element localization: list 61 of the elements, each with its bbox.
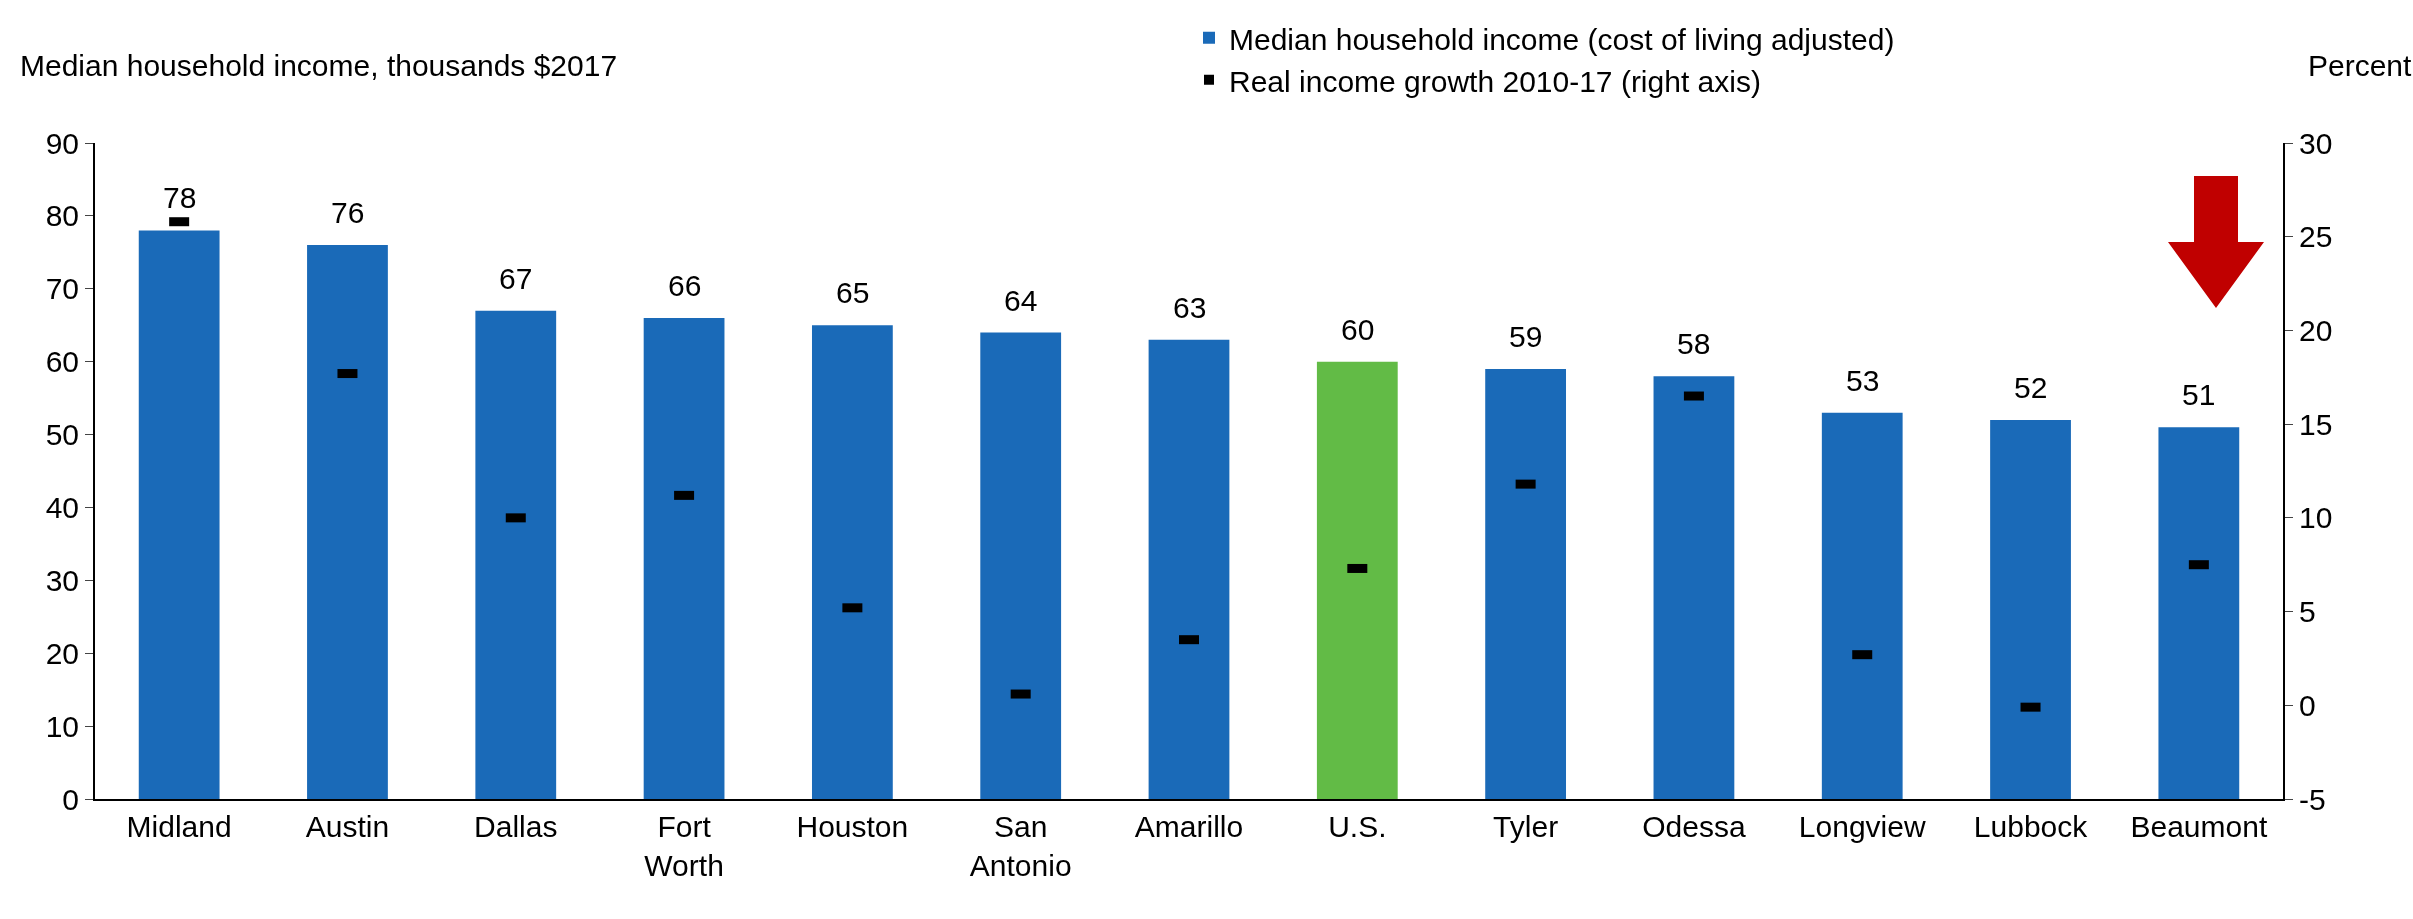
bar xyxy=(2158,427,2240,799)
y2-tick-label: 0 xyxy=(2299,688,2316,722)
data-label: 51 xyxy=(2182,378,2216,411)
data-label: 53 xyxy=(1846,364,1880,397)
data-label: 63 xyxy=(1173,291,1207,324)
y-tick-label: 0 xyxy=(62,782,79,816)
data-label: 67 xyxy=(499,262,533,295)
y-axis-title: Median household income, thousands $2017 xyxy=(20,49,618,82)
y-tick-label: 40 xyxy=(45,490,79,524)
y-tick-label: 20 xyxy=(45,636,79,670)
y-tick-label: 70 xyxy=(45,272,79,306)
y2-axis-title: Percent xyxy=(2308,49,2413,82)
bar xyxy=(643,317,725,799)
bar xyxy=(1653,376,1735,799)
data-label: 59 xyxy=(1509,320,1543,353)
y-tick-label: 60 xyxy=(45,345,79,379)
bar xyxy=(1485,368,1567,799)
x-tick-label: Austin xyxy=(305,810,390,843)
bar xyxy=(475,310,557,799)
x-tick-label: Houston xyxy=(796,810,909,843)
data-label: 60 xyxy=(1341,313,1375,346)
y-tick-label: 10 xyxy=(45,709,79,743)
y-tick-label: 30 xyxy=(45,563,79,597)
bar xyxy=(1990,419,2071,799)
bar xyxy=(1316,361,1398,799)
x-tick-label: Lubbock xyxy=(1973,810,2089,843)
y2-tick-label: 15 xyxy=(2299,407,2333,441)
x-tick-label: Midland xyxy=(126,810,232,843)
legend-label: Median household income (cost of living adjusted) xyxy=(1229,22,1895,56)
y2-tick-label: 25 xyxy=(2299,220,2333,254)
y2-tick-label: 30 xyxy=(2299,126,2333,160)
x-tick-label: Amarillo xyxy=(1134,810,1244,843)
y2-tick-label: 5 xyxy=(2299,595,2316,629)
x-tick-label: Fort Worth xyxy=(644,810,724,882)
bar xyxy=(811,325,893,799)
data-label: 64 xyxy=(1004,284,1038,317)
y2-tick-label: 20 xyxy=(2299,313,2333,347)
x-tick-label: Tyler xyxy=(1493,810,1559,843)
x-tick-label: Odessa xyxy=(1642,810,1746,843)
data-label: 58 xyxy=(1677,327,1711,360)
y-tick-label: 80 xyxy=(45,199,79,233)
data-label: 52 xyxy=(2014,371,2048,404)
x-tick-label: Beaumont xyxy=(2130,810,2268,843)
x-tick-label: U.S. xyxy=(1328,810,1387,843)
y2-tick-label: 10 xyxy=(2299,501,2333,535)
bar xyxy=(307,245,388,799)
x-tick-label: Dallas xyxy=(474,810,558,843)
bar xyxy=(1821,412,1903,799)
legend-label: Real income growth 2010-17 (right axis) xyxy=(1229,64,1761,98)
y-tick-label: 50 xyxy=(45,418,79,452)
bar xyxy=(138,230,220,799)
data-label: 76 xyxy=(331,196,365,229)
x-tick-label: Longview xyxy=(1798,810,1926,843)
data-label: 78 xyxy=(163,181,197,214)
bar xyxy=(1148,339,1230,799)
x-tick-label: San Antonio xyxy=(969,810,1072,882)
bar xyxy=(980,332,1062,799)
data-label: 65 xyxy=(836,276,870,309)
y2-tick-label: -5 xyxy=(2299,782,2326,816)
y-tick-label: 90 xyxy=(45,126,79,160)
data-label: 66 xyxy=(668,269,702,302)
